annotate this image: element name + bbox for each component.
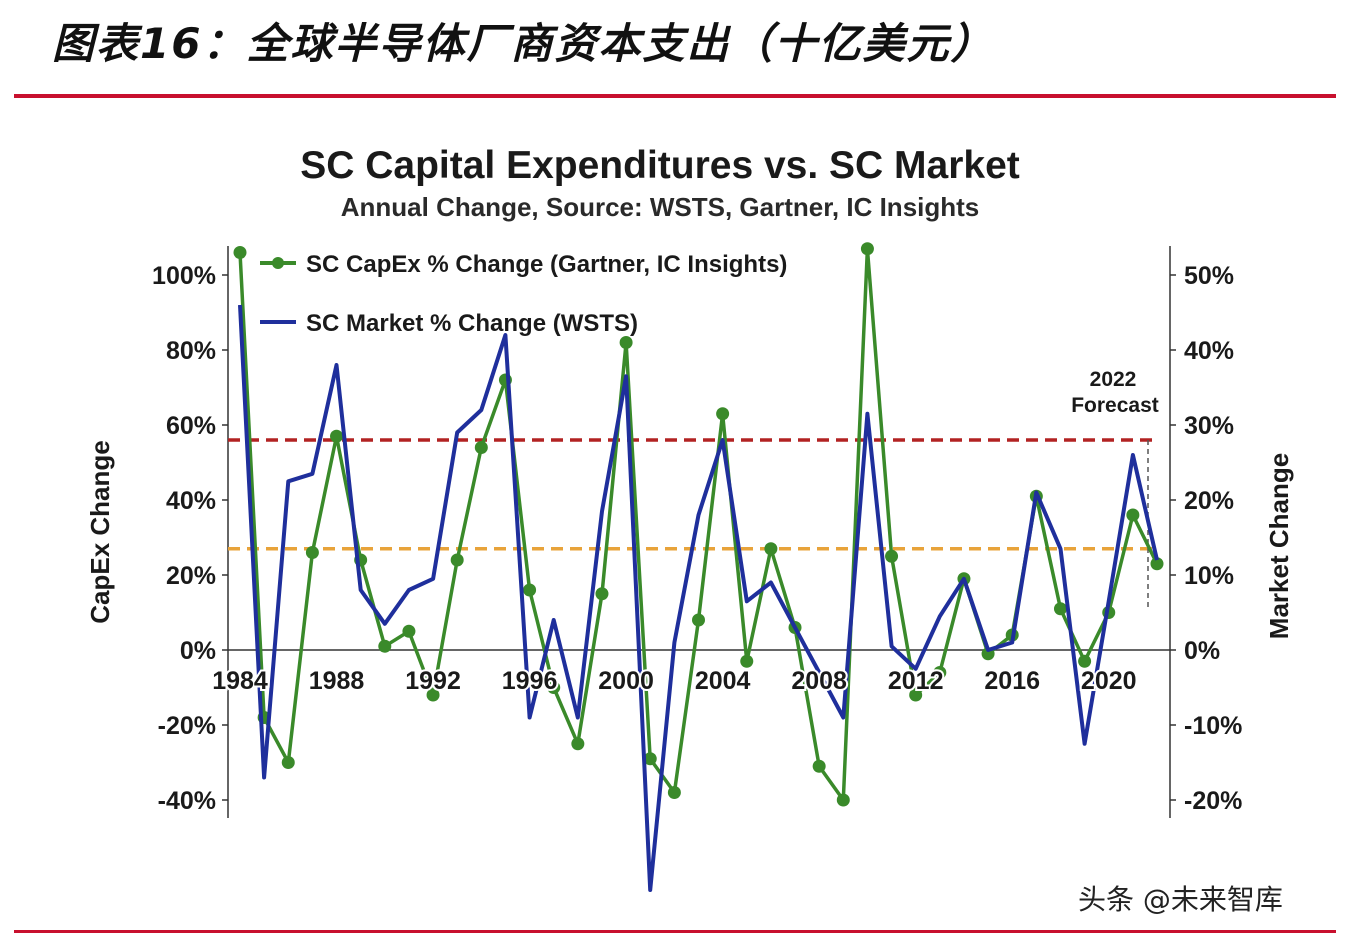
capex-point (692, 613, 705, 627)
x-tick-label: 2016 (984, 667, 1040, 695)
x-tick-label: 2000 (598, 667, 654, 695)
forecast-label-line1: 2022 (1090, 368, 1137, 391)
legend-label-market: SC Market % Change (WSTS) (306, 310, 638, 337)
x-tick-label: 1984 (212, 667, 268, 695)
capex-point (716, 407, 730, 421)
axes: -40% -20% 0% 20% 40% 60% 80% 100% -20% -10% 0% 10% 2… (152, 246, 1242, 818)
x-tick-label: 2020 (1081, 667, 1137, 695)
capex-point (909, 688, 923, 702)
y-tick-label: -40% (158, 787, 216, 815)
capex-point (1126, 508, 1140, 522)
legend: SC CapEx % Change (Gartner, IC Insights)… (260, 251, 787, 337)
y2-tick-label: 30% (1184, 412, 1234, 440)
x-tick-label: 1992 (405, 667, 461, 695)
capex-point (378, 639, 392, 653)
chart-subtitle: Annual Change, Source: WSTS, Gartner, IC… (341, 192, 980, 222)
y2-tick-label: 0% (1184, 637, 1220, 665)
capex-point (812, 759, 826, 773)
chart-title: SC Capital Expenditures vs. SC Market (300, 144, 1020, 187)
forecast-annotation: 2022 Forecast (1071, 368, 1159, 417)
capex-point (885, 549, 899, 563)
capex-point (281, 756, 295, 769)
capex-point (860, 242, 874, 256)
capex-point (740, 654, 754, 668)
capex-point (933, 666, 947, 679)
y-tick-label: 0% (180, 637, 216, 665)
capex-point (595, 587, 609, 601)
x-tick-label: 2004 (695, 667, 751, 695)
y2-tick-label: 50% (1184, 262, 1234, 290)
capex-point (619, 336, 633, 349)
capex-point (1150, 557, 1164, 571)
capex-point (571, 737, 585, 751)
header-divider (14, 94, 1336, 98)
y2-tick-label: 20% (1184, 487, 1234, 515)
watermark: 头条 @未来智库 (1078, 883, 1283, 916)
y2-tick-label: 40% (1184, 337, 1234, 365)
capex-point (547, 681, 561, 694)
y-tick-label: -20% (158, 712, 216, 740)
header-title: 图表16：全球半导体厂商资本支出（十亿美元） (52, 19, 995, 68)
y2-tick-label: -20% (1184, 787, 1242, 815)
capex-point (1078, 654, 1092, 668)
y-axis-label: CapEx Change (85, 440, 115, 624)
capex-point (667, 786, 681, 799)
x-tick-label: 2012 (888, 667, 944, 695)
x-tick-label: 1988 (309, 667, 365, 695)
capex-point (402, 624, 416, 638)
y-tick-label: 40% (166, 487, 216, 515)
series-layer (233, 242, 1164, 892)
legend-label-capex: SC CapEx % Change (Gartner, IC Insights) (306, 251, 787, 278)
legend-marker-capex (272, 257, 284, 269)
footer-divider (14, 930, 1336, 933)
capex-point (764, 542, 778, 556)
capex-point (1053, 602, 1067, 616)
y-tick-label: 20% (166, 562, 216, 590)
x-tick-label: 1996 (502, 667, 558, 695)
capex-point (305, 546, 319, 559)
y2-axis-label: Market Change (1264, 453, 1294, 639)
capex-point (474, 441, 488, 454)
y-tick-label: 60% (166, 412, 216, 440)
y2-tick-label: 10% (1184, 562, 1234, 590)
x-tick-label: 2008 (791, 667, 847, 695)
y-tick-label: 80% (166, 337, 216, 365)
y2-tick-label: -10% (1184, 712, 1242, 740)
series-line-market (238, 304, 1159, 892)
capex-point (426, 688, 440, 702)
forecast-label-line2: Forecast (1071, 394, 1159, 417)
capex-point (836, 793, 850, 807)
capex-point (523, 583, 537, 597)
capex-point (450, 553, 464, 567)
capex-point (330, 429, 344, 443)
capex-point (643, 752, 657, 766)
capex-point (233, 246, 247, 259)
y-tick-label: 100% (152, 262, 216, 290)
